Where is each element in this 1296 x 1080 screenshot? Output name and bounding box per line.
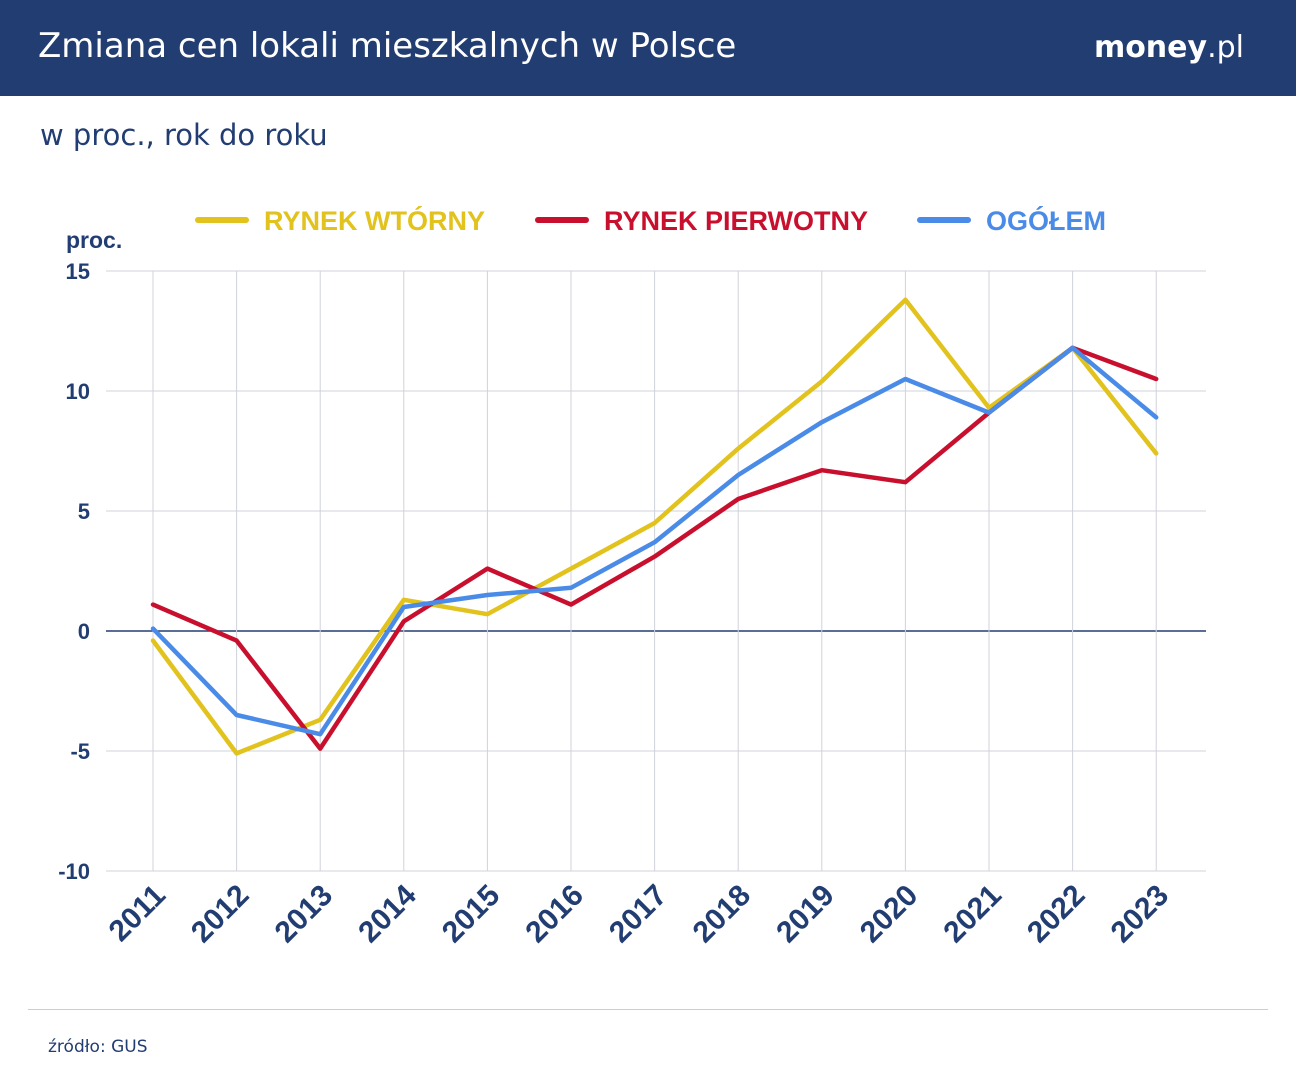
series-line-3 [150, 345, 1159, 737]
x-tick-label: 2022 [1021, 879, 1092, 950]
footer-divider [28, 1009, 1268, 1010]
x-tick-label: 2019 [770, 879, 841, 950]
y-tick-label: -5 [70, 739, 90, 764]
x-tick-label: 2016 [519, 879, 590, 950]
y-tick-label: 10 [66, 379, 90, 404]
legend-label-1: RYNEK WTÓRNY [264, 205, 485, 236]
x-tick-label: 2018 [687, 879, 758, 950]
y-axis-label: proc. [66, 227, 122, 253]
page-title: Zmiana cen lokali mieszkalnych w Polsce [38, 26, 737, 66]
x-tick-label: 2012 [185, 879, 256, 950]
logo-suffix: .pl [1207, 30, 1244, 65]
header-bar: Zmiana cen lokali mieszkalnych w Polsce … [0, 0, 1296, 96]
x-tick-label: 2023 [1105, 879, 1176, 950]
legend-label-2: RYNEK PIERWOTNY [604, 206, 868, 236]
source-note: źródło: GUS [48, 1037, 148, 1057]
x-tick-label: 2011 [103, 879, 172, 948]
legend-label-3: OGÓŁEM [986, 205, 1106, 236]
x-tick-label: 2017 [603, 879, 674, 950]
logo-bold: money [1093, 30, 1208, 65]
brand-logo[interactable]: money.pl [1094, 28, 1244, 68]
x-tick-label: 2021 [937, 879, 1008, 950]
series-line-1 [150, 297, 1159, 756]
line-chart: 15 10 5 0 -5 -10 proc. 2011 2012 2013 2014 2015 2016… [58, 205, 1206, 950]
x-tick-label: 2014 [352, 878, 423, 949]
y-tick-label: 0 [78, 619, 90, 644]
y-tick-label: 5 [78, 499, 90, 524]
chart-subtitle: w proc., rok do roku [40, 118, 328, 152]
x-tick-label: 2015 [436, 879, 507, 950]
y-tick-label: 15 [66, 259, 90, 284]
x-tick-label: 2013 [269, 879, 340, 950]
x-tick-label: 2020 [854, 879, 925, 950]
y-tick-label: -10 [58, 859, 90, 884]
